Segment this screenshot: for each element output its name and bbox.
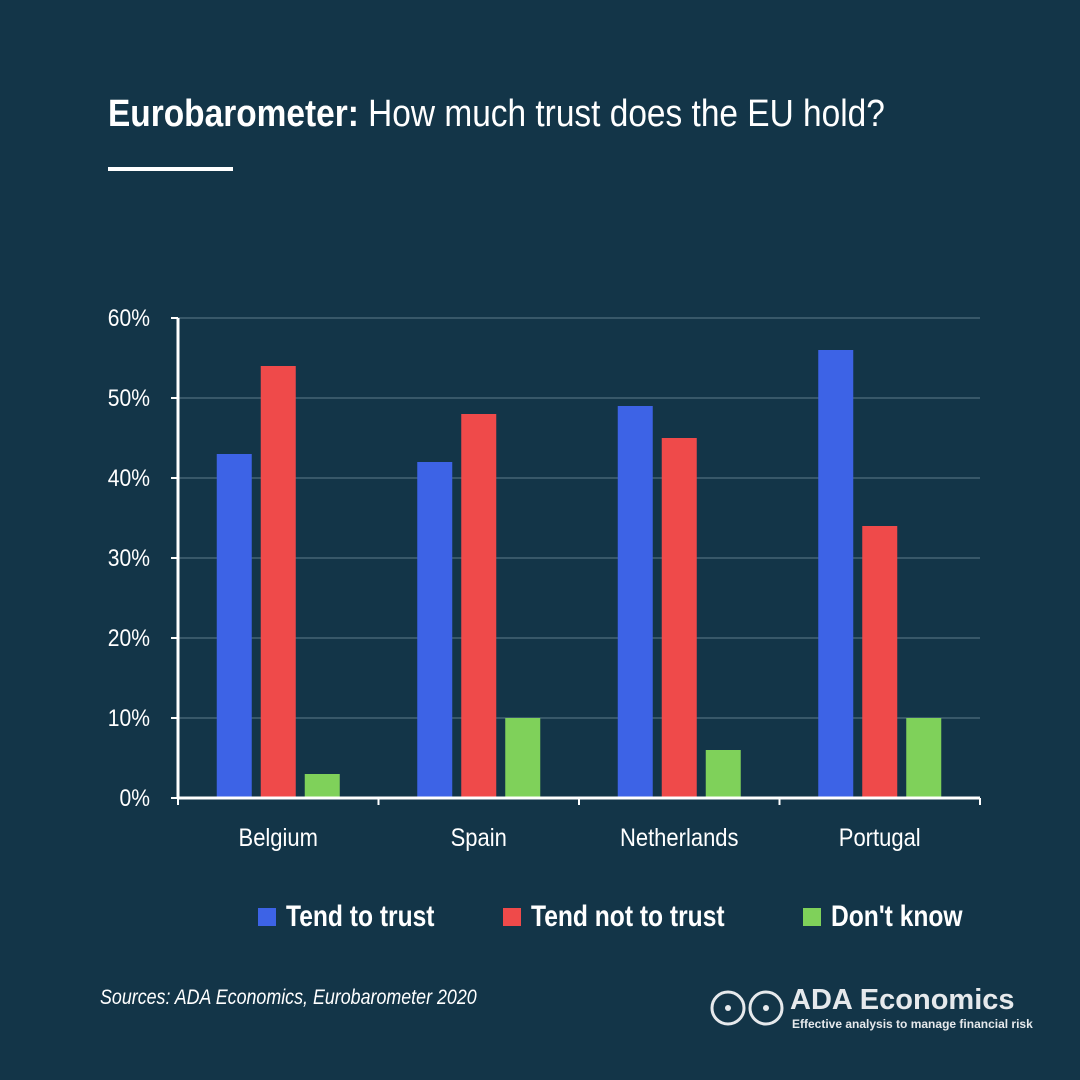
x-tick-label: Netherlands [620, 824, 739, 852]
y-tick-label: 40% [108, 465, 150, 492]
legend-item-dont-know: Don't know [803, 900, 991, 934]
y-tick-label: 20% [108, 625, 150, 652]
legend-swatch-dont-know [803, 908, 822, 926]
bar-don-t-know-portugal [906, 718, 942, 798]
y-tick-label: 10% [108, 705, 150, 732]
legend-label-dont-know: Don't know [831, 900, 963, 933]
x-tick-label: Spain [451, 824, 507, 852]
bar-don-t-know-belgium [304, 774, 340, 798]
y-tick-label: 50% [108, 385, 150, 412]
legend: Tend to trust Tend not to trust Don't kn… [258, 900, 1028, 934]
title-rest: How much trust does the EU hold? [358, 93, 885, 135]
title-bold: Eurobarometer: [108, 93, 359, 135]
bar-tend-to-trust-portugal [818, 350, 854, 798]
brand-logo-block: ADA Economics Effective analysis to mana… [710, 984, 1050, 1034]
bar-tend-to-trust-netherlands [617, 406, 653, 798]
bar-tend-not-to-trust-portugal [862, 526, 898, 798]
bar-tend-to-trust-spain [417, 462, 453, 798]
y-tick-label: 30% [108, 545, 150, 572]
bar-don-t-know-netherlands [705, 750, 741, 798]
legend-label-tend-to-trust: Tend to trust [286, 900, 435, 933]
bar-don-t-know-spain [505, 718, 541, 798]
legend-item-tend-not-to-trust: Tend not to trust [503, 900, 767, 934]
legend-item-tend-to-trust: Tend to trust [258, 900, 467, 934]
bar-tend-not-to-trust-netherlands [661, 438, 697, 798]
y-tick-label: 60% [108, 305, 150, 332]
legend-swatch-tend-not-to-trust [503, 908, 522, 926]
brand-name: ADA Economics [790, 984, 1015, 1016]
bar-tend-not-to-trust-belgium [260, 366, 296, 798]
y-tick-label: 0% [119, 785, 150, 812]
x-tick-label: Portugal [839, 824, 921, 852]
bar-tend-not-to-trust-spain [461, 414, 497, 798]
brand-tagline: Effective analysis to manage financial r… [792, 1017, 1033, 1031]
legend-label-tend-not-to-trust: Tend not to trust [531, 900, 725, 933]
chart-title: Eurobarometer: How much trust does the E… [108, 92, 885, 136]
legend-swatch-tend-to-trust [258, 908, 276, 926]
title-underline [108, 167, 233, 171]
source-note: Sources: ADA Economics, Eurobarometer 20… [100, 986, 477, 1009]
x-tick-label: Belgium [239, 824, 318, 852]
bar-tend-to-trust-belgium [216, 454, 252, 798]
ada-logo-icon [710, 990, 784, 1026]
